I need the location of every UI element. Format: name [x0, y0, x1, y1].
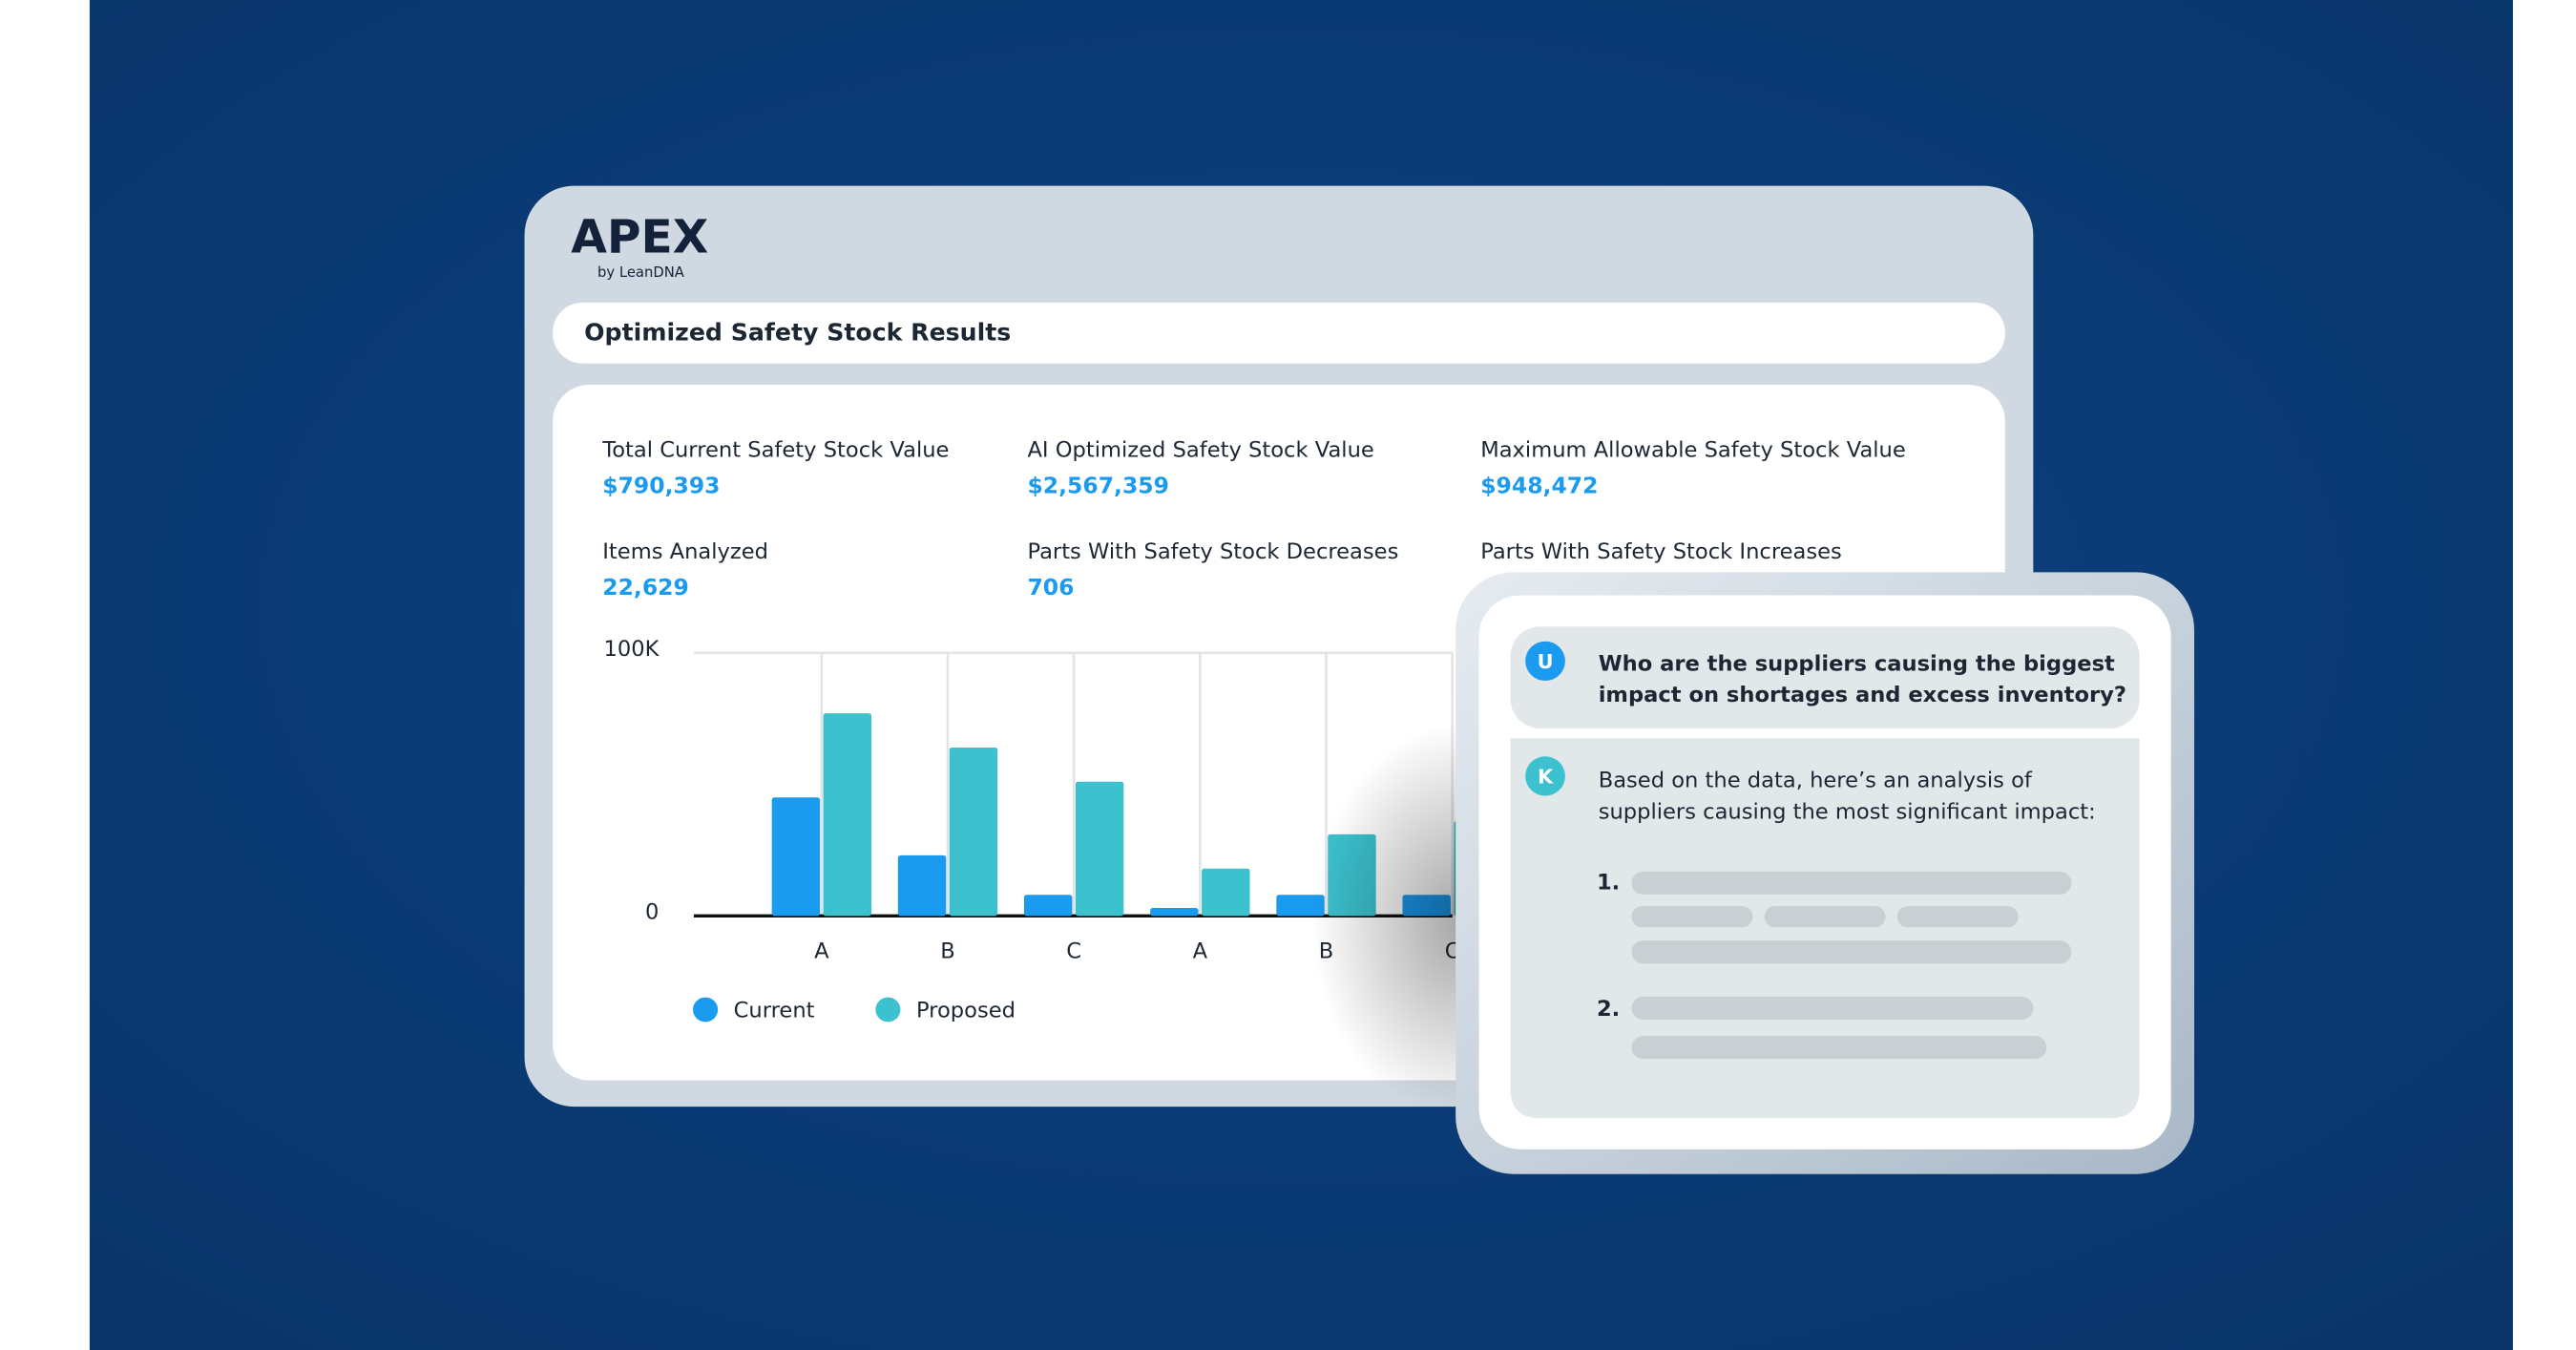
bar [1075, 781, 1124, 917]
bar [771, 797, 821, 917]
stat-label: Parts With Safety Stock Increases [1480, 539, 1842, 564]
bar [823, 713, 871, 917]
list-number: 2. [1597, 997, 1620, 1022]
question-bubble [1510, 626, 2140, 728]
y-tick-label: 100K [603, 637, 660, 662]
bar [1150, 908, 1199, 917]
avatar-letter: U [1538, 650, 1554, 673]
assistant-avatar [1525, 756, 1565, 796]
stat-label: Parts With Safety Stock Decreases [1027, 539, 1398, 564]
stat-value: $790,393 [602, 472, 720, 498]
stat-label: Items Analyzed [602, 539, 768, 564]
placeholders [1631, 871, 2072, 1060]
answer-text: Based on the data, here’s an analysis of [1599, 769, 2033, 793]
stat-value: $2,567,359 [1027, 472, 1168, 498]
bar [949, 747, 998, 917]
placeholder [1631, 871, 2072, 895]
placeholder [1764, 905, 1886, 928]
legend-swatch [875, 997, 901, 1023]
stat-value: 22,629 [602, 574, 689, 601]
bar [1202, 868, 1250, 917]
placeholder [1631, 1036, 2047, 1060]
bar [1023, 895, 1073, 917]
x-tick-label: A [814, 939, 829, 964]
placeholder [1631, 940, 2072, 964]
stat-label: Maximum Allowable Safety Stock Value [1480, 437, 1906, 462]
y-tick-label: 0 [645, 899, 659, 924]
stat-value: $948,472 [1480, 472, 1598, 498]
title-bar [553, 302, 2005, 364]
x-tick-label: A [1193, 939, 1208, 964]
stat-label: AI Optimized Safety Stock Value [1027, 437, 1373, 462]
placeholder [1631, 996, 2034, 1020]
title: Optimized Safety Stock Results [584, 319, 1011, 347]
question-text: impact on shortages and excess inventory… [1599, 683, 2126, 707]
question-text: Who are the suppliers causing the bigges… [1599, 651, 2115, 676]
list-number: 1. [1597, 870, 1620, 895]
stat-value: 706 [1027, 574, 1074, 601]
stat-label: Total Current Safety Stock Value [601, 437, 949, 462]
bar [897, 854, 947, 917]
legend-label: Current [734, 999, 815, 1023]
answer-bubble [1510, 738, 2140, 1119]
avatar-letter: K [1538, 766, 1554, 789]
placeholder [1631, 905, 1753, 928]
placeholder [1896, 905, 2019, 928]
stats: Total Current Safety Stock Value $790,393… [601, 437, 1906, 601]
x-tick-label: B [940, 939, 955, 964]
legend-label: Proposed [916, 999, 1016, 1023]
answer-text: suppliers causing the most significant i… [1599, 799, 2096, 824]
x-tick-label: C [1066, 939, 1081, 964]
logo: APEX [571, 211, 708, 264]
user-avatar [1525, 641, 1565, 682]
logo-byline: by LeanDNA [597, 264, 684, 281]
legend-swatch [693, 997, 719, 1023]
